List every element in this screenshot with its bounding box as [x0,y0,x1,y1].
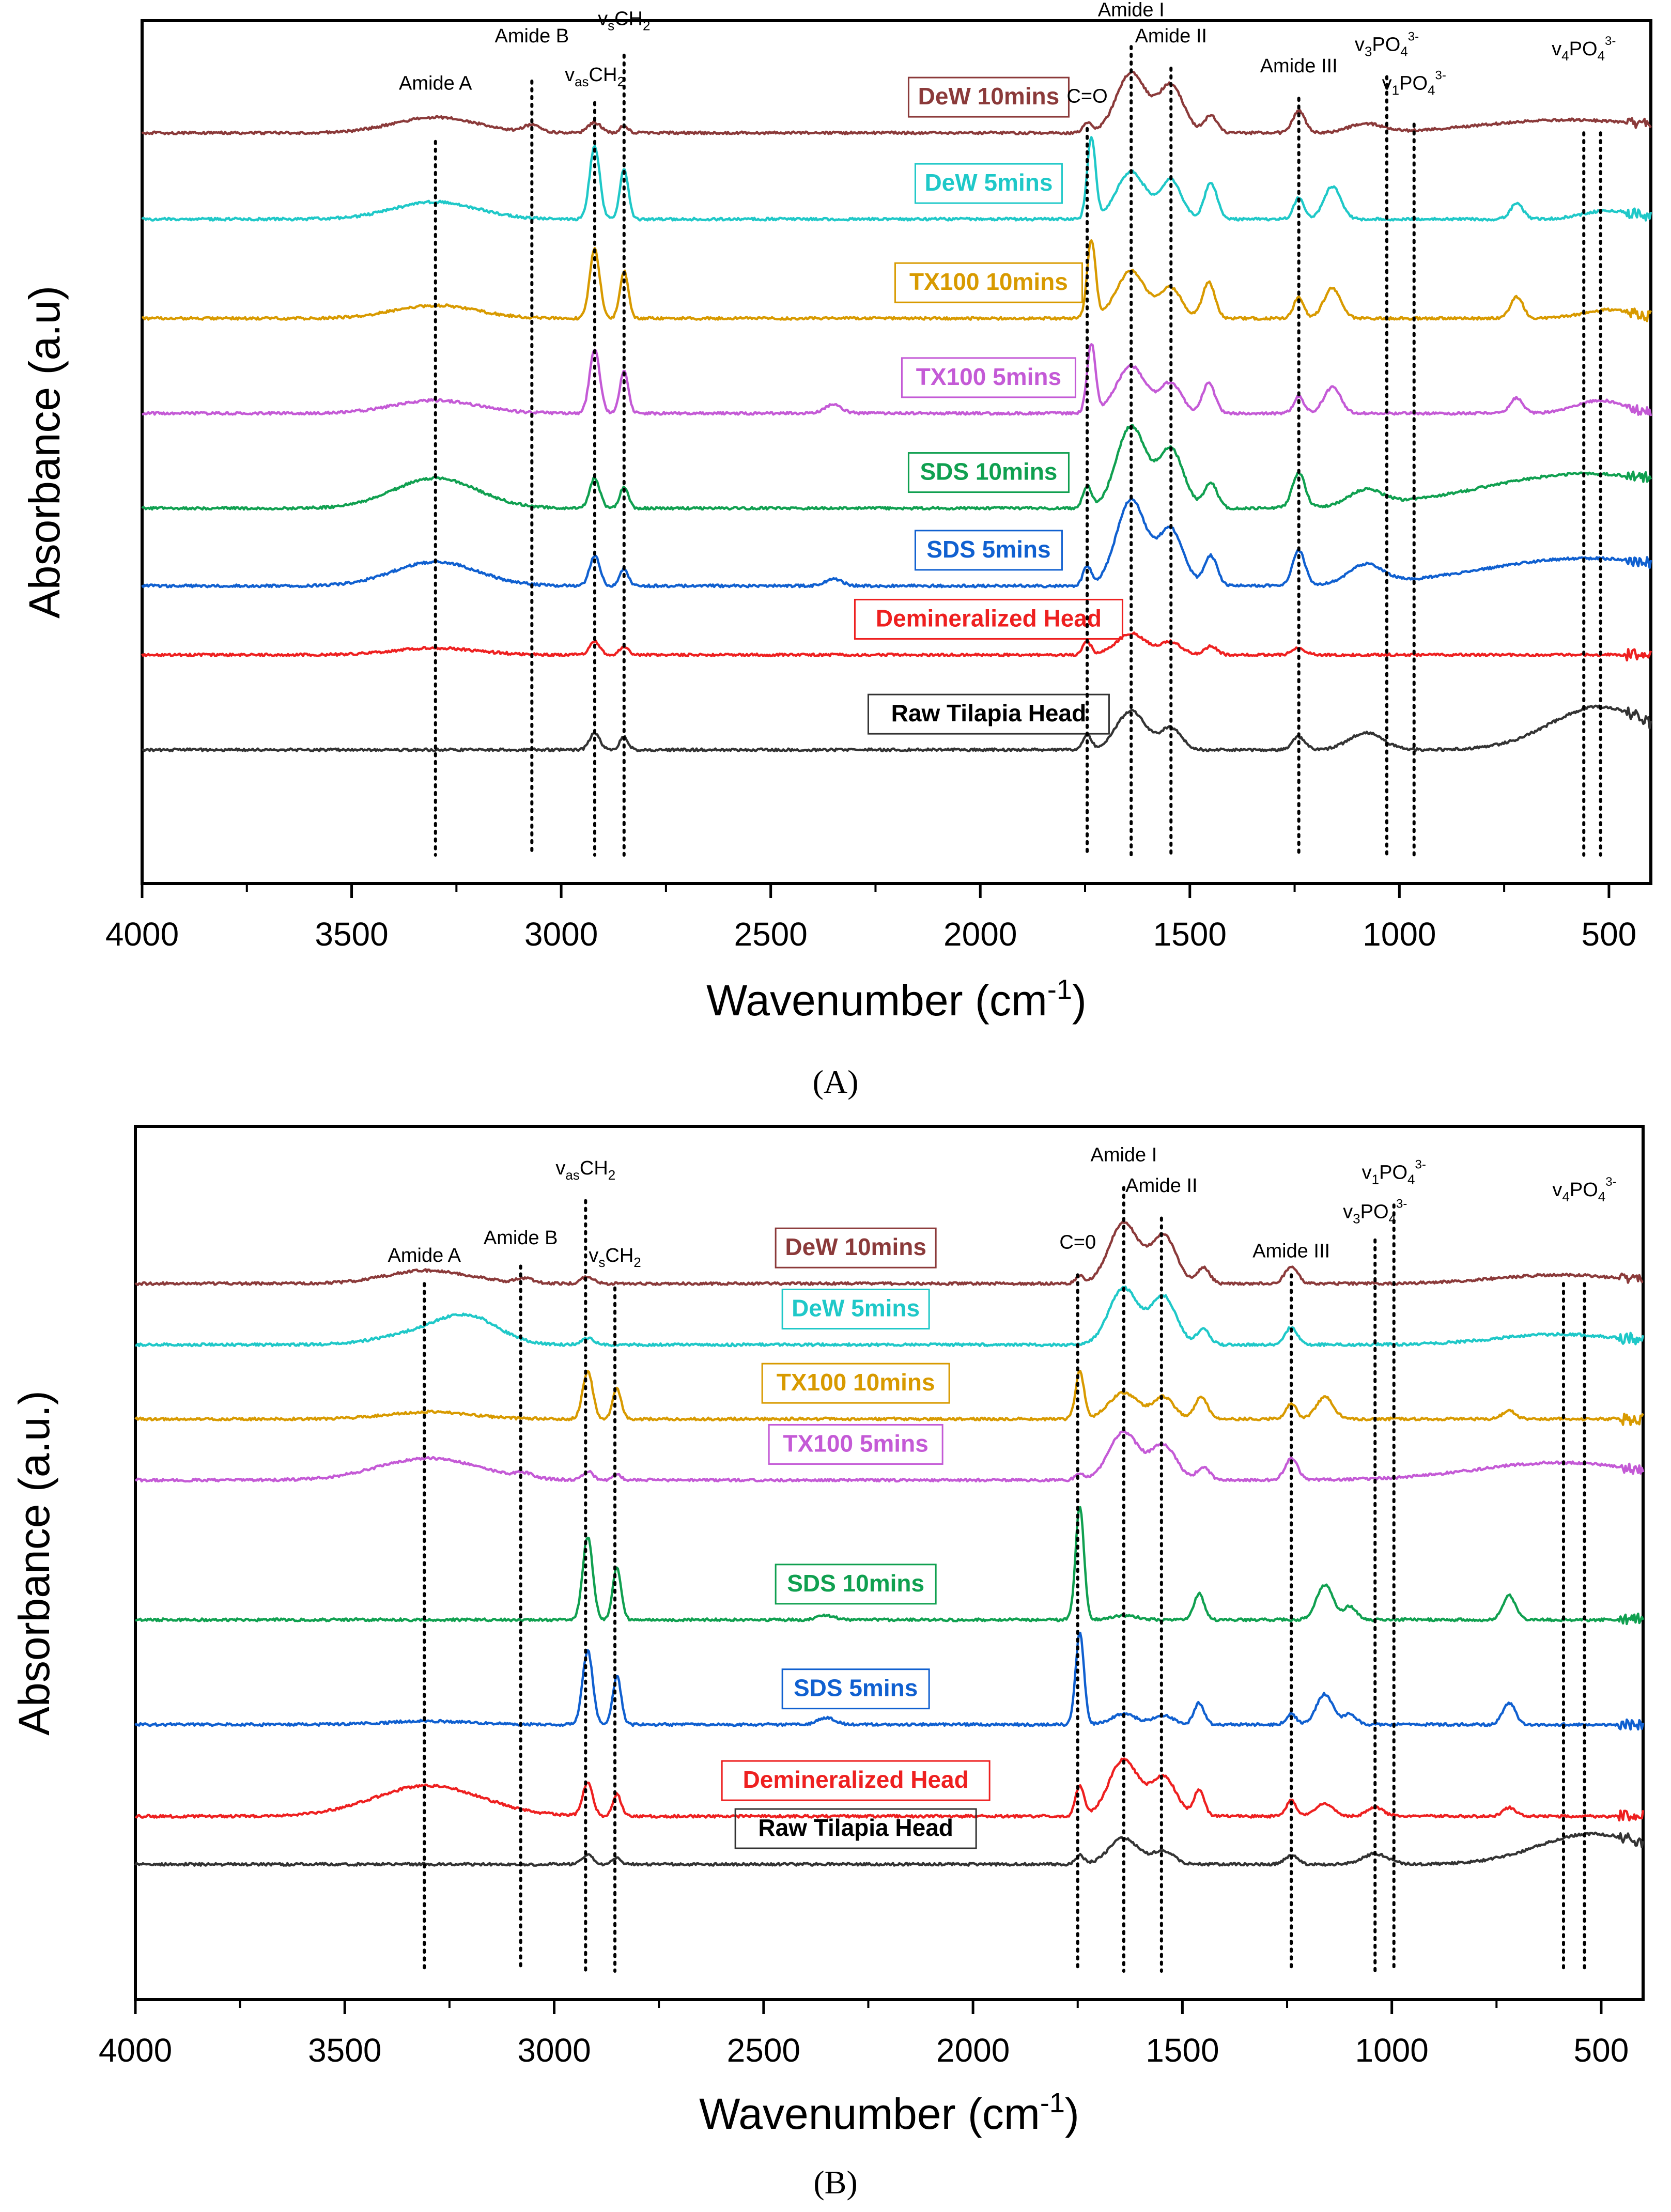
x-tick-label: 2500 [727,2032,800,2069]
series-label-box [775,1227,937,1269]
series-label-box [775,1564,937,1605]
series-label: DeW 10mins [785,1233,926,1260]
peak-annotation: C=0 [1059,1232,1096,1254]
series-line-dew-10mins [134,1220,1644,1286]
series-label-box [907,76,1070,118]
peak-annotation: vsCH2 [589,1245,641,1270]
x-axis-title: Wavenumber (cm-1) [699,2087,1079,2138]
series-label-box [781,1668,930,1710]
series-label: Raw Tilapia Head [758,1814,953,1841]
peak-annotation: Amide A [388,1245,461,1266]
x-tick-label: 2000 [943,916,1017,953]
series-line-raw-tilapia-head [134,1831,1645,1867]
series-label-box [761,1363,950,1404]
series-label-box [867,693,1110,735]
series-line-raw-tilapia-head [142,704,1652,752]
series-label: SDS 10mins [920,458,1057,485]
chart-panel-a: DeW 10mins DeW 5mins TX100 10mins TX100 5mi… [20,0,1652,1100]
series-label: DeW 5mins [792,1295,920,1322]
peak-annotation: v4PO43- [1552,34,1616,64]
x-tick-label: 2500 [734,916,807,953]
series-label-box [734,1808,977,1849]
x-tick-label: 1500 [1153,916,1227,953]
series-label-box [854,598,1123,640]
series-label: TX100 5mins [916,363,1061,390]
series-line-sds-5mins [134,1631,1645,1731]
series-line-tx100-5mins [142,343,1652,416]
x-tick-label: 4000 [105,916,179,953]
series-label-box [768,1424,943,1465]
peak-annotation: vasCH2 [565,64,625,89]
series-line-sds-10mins [135,1506,1645,1626]
series-label: TX100 5mins [783,1430,929,1457]
peak-annotation: v1PO43- [1362,1157,1426,1187]
peak-annotation: Amide I [1098,0,1165,21]
peak-annotation: Amide I [1090,1144,1157,1166]
x-tick-label: 500 [1581,916,1636,953]
series-label: DeW 10mins [918,83,1060,110]
peak-annotation: v3PO43- [1343,1197,1407,1226]
series-line-sds-10mins [141,424,1652,511]
x-tick-label: 3000 [517,2032,591,2069]
series-label-box [914,163,1063,204]
x-tick-label: 500 [1574,2032,1629,2069]
chart-panel-b: DeW 10mins DeW 5mins TX100 10mins TX100 5mi… [10,1125,1645,2201]
series-line-dew-5mins [135,1285,1645,1348]
x-tick-label: 3000 [524,916,598,953]
x-tick-label: 3500 [308,2032,381,2069]
peak-annotation: Amide II [1125,1175,1197,1197]
x-axis-title: Wavenumber (cm-1) [706,974,1087,1025]
series-line-tx100-5mins [134,1429,1645,1483]
peak-annotation: Amide B [484,1227,558,1249]
panel-label: (B) [813,2164,857,2201]
x-tick-label: 1500 [1146,2032,1219,2069]
series-label-box [907,452,1070,493]
peak-annotation: Amide III [1252,1241,1330,1262]
series-line-tx100-10mins [134,1369,1644,1427]
peak-annotation: Amide III [1260,55,1338,77]
peak-annotation: v4PO43- [1552,1175,1616,1204]
series-label: Demineralized Head [743,1766,969,1793]
peak-annotation: Amide B [495,25,569,47]
series-label-box [914,530,1063,571]
series-label-box [894,262,1083,303]
series-label: SDS 10mins [787,1570,924,1597]
series-line-dew-10mins [141,70,1652,135]
peak-annotation: Amide A [399,73,472,95]
plot-frame [141,19,1652,885]
series-label: Demineralized Head [876,605,1102,631]
series-line-sds-5mins [141,497,1652,589]
series-label-box [721,1760,991,1801]
peak-annotation: Amide II [1135,25,1207,47]
series-label: DeW 5mins [924,169,1053,196]
series-label: SDS 5mins [926,536,1050,563]
series-line-demineralized-head [141,631,1652,662]
series-line-dew-5mins [141,136,1652,222]
y-axis-title: Absorbance (a.u) [20,286,69,618]
y-axis-title: Absorbance (a.u.) [10,1390,58,1736]
series-line-demineralized-head [134,1757,1645,1822]
series-line-tx100-10mins [142,239,1652,322]
x-tick-label: 1000 [1355,2032,1428,2069]
series-label: Raw Tilapia Head [891,700,1087,726]
x-tick-label: 2000 [936,2032,1010,2069]
series-label-box [901,357,1076,398]
plot-frame [134,1125,1645,2001]
peak-annotation: vasCH2 [555,1157,615,1183]
peak-annotation: v1PO43- [1382,69,1446,98]
x-tick-label: 1000 [1363,916,1436,953]
series-label-box [781,1289,930,1329]
peak-annotation: vsCH2 [598,8,650,33]
peak-annotation: C=O [1066,86,1107,107]
peak-annotation: v3PO43- [1355,29,1419,59]
series-label: TX100 10mins [909,268,1068,295]
x-tick-label: 3500 [315,916,388,953]
series-label: TX100 10mins [777,1369,935,1396]
series-label: SDS 5mins [794,1675,918,1701]
panel-label: (A) [813,1063,859,1100]
x-tick-label: 4000 [99,2032,172,2069]
